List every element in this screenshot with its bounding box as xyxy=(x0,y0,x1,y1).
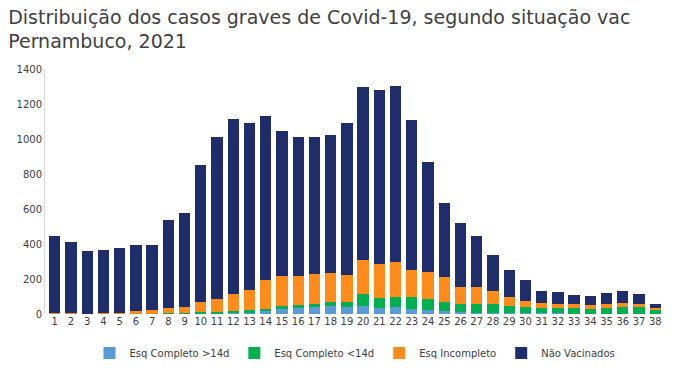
svg-text:29: 29 xyxy=(503,316,516,327)
svg-text:31: 31 xyxy=(535,316,548,327)
svg-text:7: 7 xyxy=(149,316,155,327)
svg-text:33: 33 xyxy=(568,316,581,327)
svg-text:3: 3 xyxy=(84,316,90,327)
svg-text:1400: 1400 xyxy=(17,64,42,75)
svg-text:30: 30 xyxy=(519,316,532,327)
svg-text:37: 37 xyxy=(633,316,646,327)
svg-text:2: 2 xyxy=(68,316,74,327)
svg-text:4: 4 xyxy=(100,316,106,327)
svg-text:25: 25 xyxy=(438,316,451,327)
svg-text:16: 16 xyxy=(292,316,305,327)
svg-text:1: 1 xyxy=(52,316,58,327)
svg-text:Esq Completo >14d: Esq Completo >14d xyxy=(130,348,230,359)
svg-text:26: 26 xyxy=(454,316,467,327)
svg-text:36: 36 xyxy=(616,316,629,327)
svg-text:32: 32 xyxy=(552,316,565,327)
svg-text:38: 38 xyxy=(649,316,662,327)
svg-text:34: 34 xyxy=(584,316,597,327)
svg-text:Esq Incompleto: Esq Incompleto xyxy=(419,348,496,359)
svg-text:Não Vacinados: Não Vacinados xyxy=(541,348,615,359)
svg-text:800: 800 xyxy=(23,169,42,180)
svg-text:1200: 1200 xyxy=(17,99,42,110)
svg-text:10: 10 xyxy=(194,316,207,327)
svg-text:13: 13 xyxy=(243,316,256,327)
svg-text:6: 6 xyxy=(133,316,139,327)
svg-text:35: 35 xyxy=(600,316,613,327)
svg-text:22: 22 xyxy=(389,316,402,327)
svg-text:21: 21 xyxy=(373,316,386,327)
svg-text:Esq Completo <14d: Esq Completo <14d xyxy=(274,348,374,359)
svg-text:0: 0 xyxy=(36,309,42,320)
svg-text:24: 24 xyxy=(422,316,435,327)
svg-text:27: 27 xyxy=(470,316,483,327)
svg-text:14: 14 xyxy=(259,316,272,327)
svg-text:200: 200 xyxy=(23,274,42,285)
svg-text:12: 12 xyxy=(227,316,240,327)
svg-text:17: 17 xyxy=(308,316,321,327)
svg-text:18: 18 xyxy=(324,316,337,327)
svg-text:23: 23 xyxy=(405,316,418,327)
svg-text:9: 9 xyxy=(181,316,187,327)
svg-text:28: 28 xyxy=(487,316,500,327)
svg-text:5: 5 xyxy=(116,316,122,327)
svg-text:8: 8 xyxy=(165,316,171,327)
svg-text:20: 20 xyxy=(357,316,370,327)
svg-text:15: 15 xyxy=(276,316,289,327)
svg-text:600: 600 xyxy=(23,204,42,215)
svg-text:19: 19 xyxy=(341,316,354,327)
svg-text:11: 11 xyxy=(211,316,224,327)
svg-text:1000: 1000 xyxy=(17,134,42,145)
svg-text:400: 400 xyxy=(23,239,42,250)
svg-text:Distribuição dos casos graves: Distribuição dos casos graves de Covid-1… xyxy=(8,6,630,53)
